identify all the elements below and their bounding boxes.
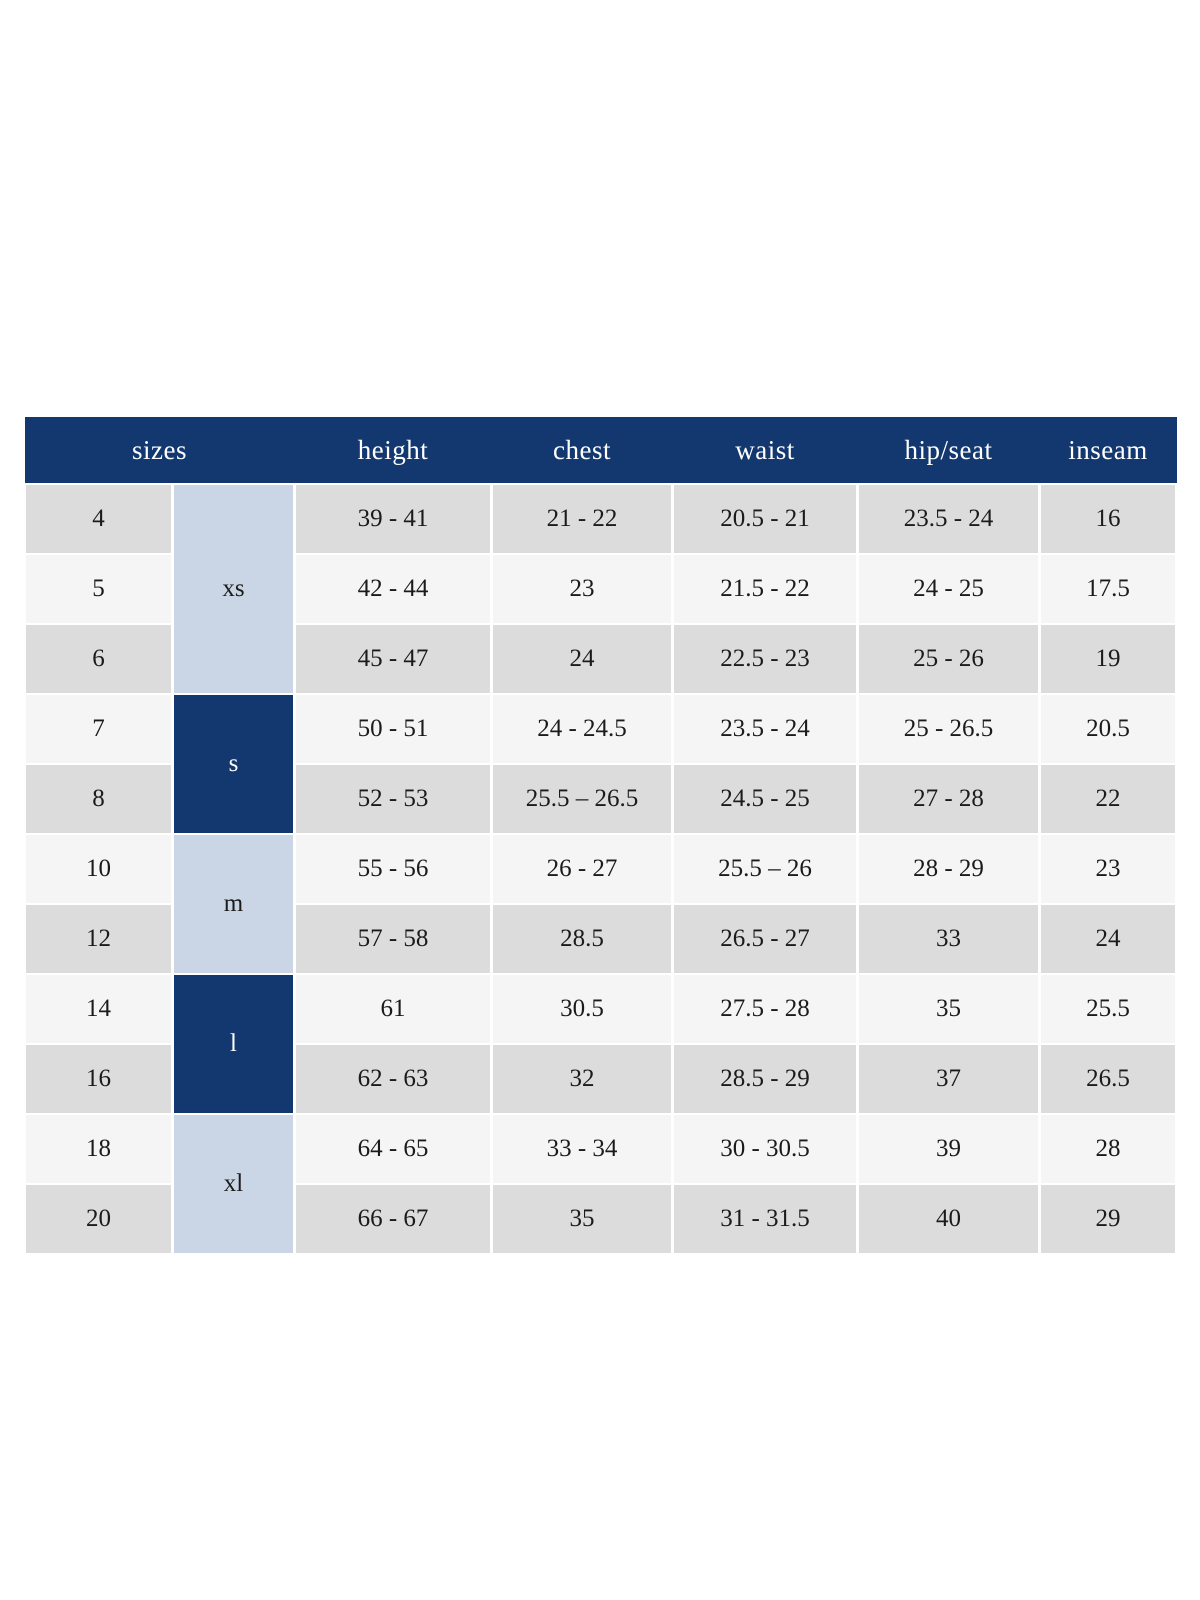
cell-waist: 22.5 - 23	[671, 623, 860, 695]
table-row-size-12: 12 57 - 58 28.5 26.5 - 27 33 24	[23, 903, 1179, 975]
header-height: height	[294, 417, 492, 484]
cell-group-xs: xs	[170, 483, 297, 695]
size-chart-body: 4 xs 39 - 41 21 - 22 20.5 - 21 23.5 - 24 16 5 42…	[23, 483, 1179, 1255]
cell-inseam: 22	[1038, 763, 1179, 835]
cell-inseam: 19	[1038, 623, 1179, 695]
cell-waist: 27.5 - 28	[671, 973, 860, 1045]
cell-inseam: 25.5	[1038, 973, 1179, 1045]
cell-inseam: 29	[1038, 1183, 1179, 1255]
cell-chest: 23	[490, 553, 675, 625]
cell-hip-seat: 40	[856, 1183, 1042, 1255]
cell-waist: 20.5 - 21	[671, 483, 860, 555]
cell-waist: 23.5 - 24	[671, 693, 860, 765]
cell-height: 50 - 51	[293, 693, 494, 765]
cell-inseam: 17.5	[1038, 553, 1179, 625]
cell-chest: 24 - 24.5	[490, 693, 675, 765]
cell-waist: 26.5 - 27	[671, 903, 860, 975]
cell-height: 62 - 63	[293, 1043, 494, 1115]
table-row-size-4: 4 xs 39 - 41 21 - 22 20.5 - 21 23.5 - 24 16	[23, 483, 1179, 695]
cell-chest: 24	[490, 623, 675, 695]
table-row-size-8: 8 52 - 53 25.5 – 26.5 24.5 - 25 27 - 28 22	[23, 763, 1179, 835]
cell-size: 16	[23, 1043, 174, 1115]
cell-height: 45 - 47	[293, 623, 494, 695]
cell-chest: 28.5	[490, 903, 675, 975]
cell-waist: 30 - 30.5	[671, 1113, 860, 1185]
cell-size: 10	[23, 833, 174, 905]
cell-waist: 28.5 - 29	[671, 1043, 860, 1115]
cell-size: 12	[23, 903, 174, 975]
cell-height: 64 - 65	[293, 1113, 494, 1185]
cell-height: 57 - 58	[293, 903, 494, 975]
cell-group-s: s	[170, 693, 297, 835]
cell-chest: 33 - 34	[490, 1113, 675, 1185]
cell-size: 8	[23, 763, 174, 835]
cell-height: 42 - 44	[293, 553, 494, 625]
header-inseam: inseam	[1039, 417, 1177, 484]
header-sizes: sizes	[24, 417, 295, 484]
cell-height: 66 - 67	[293, 1183, 494, 1255]
table-row-size-5: 5 42 - 44 23 21.5 - 22 24 - 25 17.5	[23, 553, 1179, 625]
cell-inseam: 24	[1038, 903, 1179, 975]
cell-group-l: l	[170, 973, 297, 1115]
cell-chest: 30.5	[490, 973, 675, 1045]
cell-size: 6	[23, 623, 174, 695]
cell-inseam: 23	[1038, 833, 1179, 905]
cell-hip-seat: 27 - 28	[856, 763, 1042, 835]
size-chart-header: sizes height chest waist hip/seat inseam	[24, 417, 1177, 484]
cell-chest: 32	[490, 1043, 675, 1115]
table-row-size-10: 10 m 55 - 56 26 - 27 25.5 – 26 28 - 29 23	[23, 833, 1179, 975]
cell-hip-seat: 23.5 - 24	[856, 483, 1042, 555]
cell-chest: 25.5 – 26.5	[490, 763, 675, 835]
cell-size: 18	[23, 1113, 174, 1185]
header-waist: waist	[672, 417, 858, 484]
cell-height: 61	[293, 973, 494, 1045]
cell-height: 52 - 53	[293, 763, 494, 835]
cell-hip-seat: 28 - 29	[856, 833, 1042, 905]
cell-height: 55 - 56	[293, 833, 494, 905]
cell-hip-seat: 24 - 25	[856, 553, 1042, 625]
table-row-size-20: 20 66 - 67 35 31 - 31.5 40 29	[23, 1183, 1179, 1255]
cell-group-m: m	[170, 833, 297, 975]
cell-waist: 31 - 31.5	[671, 1183, 860, 1255]
cell-group-xl: xl	[170, 1113, 297, 1255]
cell-hip-seat: 25 - 26	[856, 623, 1042, 695]
cell-size: 5	[23, 553, 174, 625]
header-chest: chest	[491, 417, 673, 484]
cell-inseam: 16	[1038, 483, 1179, 555]
cell-hip-seat: 37	[856, 1043, 1042, 1115]
cell-size: 20	[23, 1183, 174, 1255]
cell-chest: 26 - 27	[490, 833, 675, 905]
size-chart-table: sizes height chest waist hip/seat inseam 4 xs 3…	[23, 417, 1179, 1255]
cell-waist: 24.5 - 25	[671, 763, 860, 835]
cell-size: 14	[23, 973, 174, 1045]
table-row-size-7: 7 s 50 - 51 24 - 24.5 23.5 - 24 25 - 26.5 20.5	[23, 693, 1179, 835]
cell-chest: 35	[490, 1183, 675, 1255]
cell-size: 4	[23, 483, 174, 555]
header-row: sizes height chest waist hip/seat inseam	[24, 417, 1177, 484]
cell-hip-seat: 25 - 26.5	[856, 693, 1042, 765]
table-row-size-16: 16 62 - 63 32 28.5 - 29 37 26.5	[23, 1043, 1179, 1115]
table-row-size-14: 14 l 61 30.5 27.5 - 28 35 25.5	[23, 973, 1179, 1115]
cell-waist: 21.5 - 22	[671, 553, 860, 625]
cell-hip-seat: 39	[856, 1113, 1042, 1185]
cell-hip-seat: 33	[856, 903, 1042, 975]
header-hip-seat: hip/seat	[857, 417, 1040, 484]
cell-waist: 25.5 – 26	[671, 833, 860, 905]
cell-chest: 21 - 22	[490, 483, 675, 555]
cell-height: 39 - 41	[293, 483, 494, 555]
cell-inseam: 26.5	[1038, 1043, 1179, 1115]
cell-size: 7	[23, 693, 174, 765]
cell-hip-seat: 35	[856, 973, 1042, 1045]
cell-inseam: 28	[1038, 1113, 1179, 1185]
table-row-size-6: 6 45 - 47 24 22.5 - 23 25 - 26 19	[23, 623, 1179, 695]
cell-inseam: 20.5	[1038, 693, 1179, 765]
table-row-size-18: 18 xl 64 - 65 33 - 34 30 - 30.5 39 28	[23, 1113, 1179, 1255]
